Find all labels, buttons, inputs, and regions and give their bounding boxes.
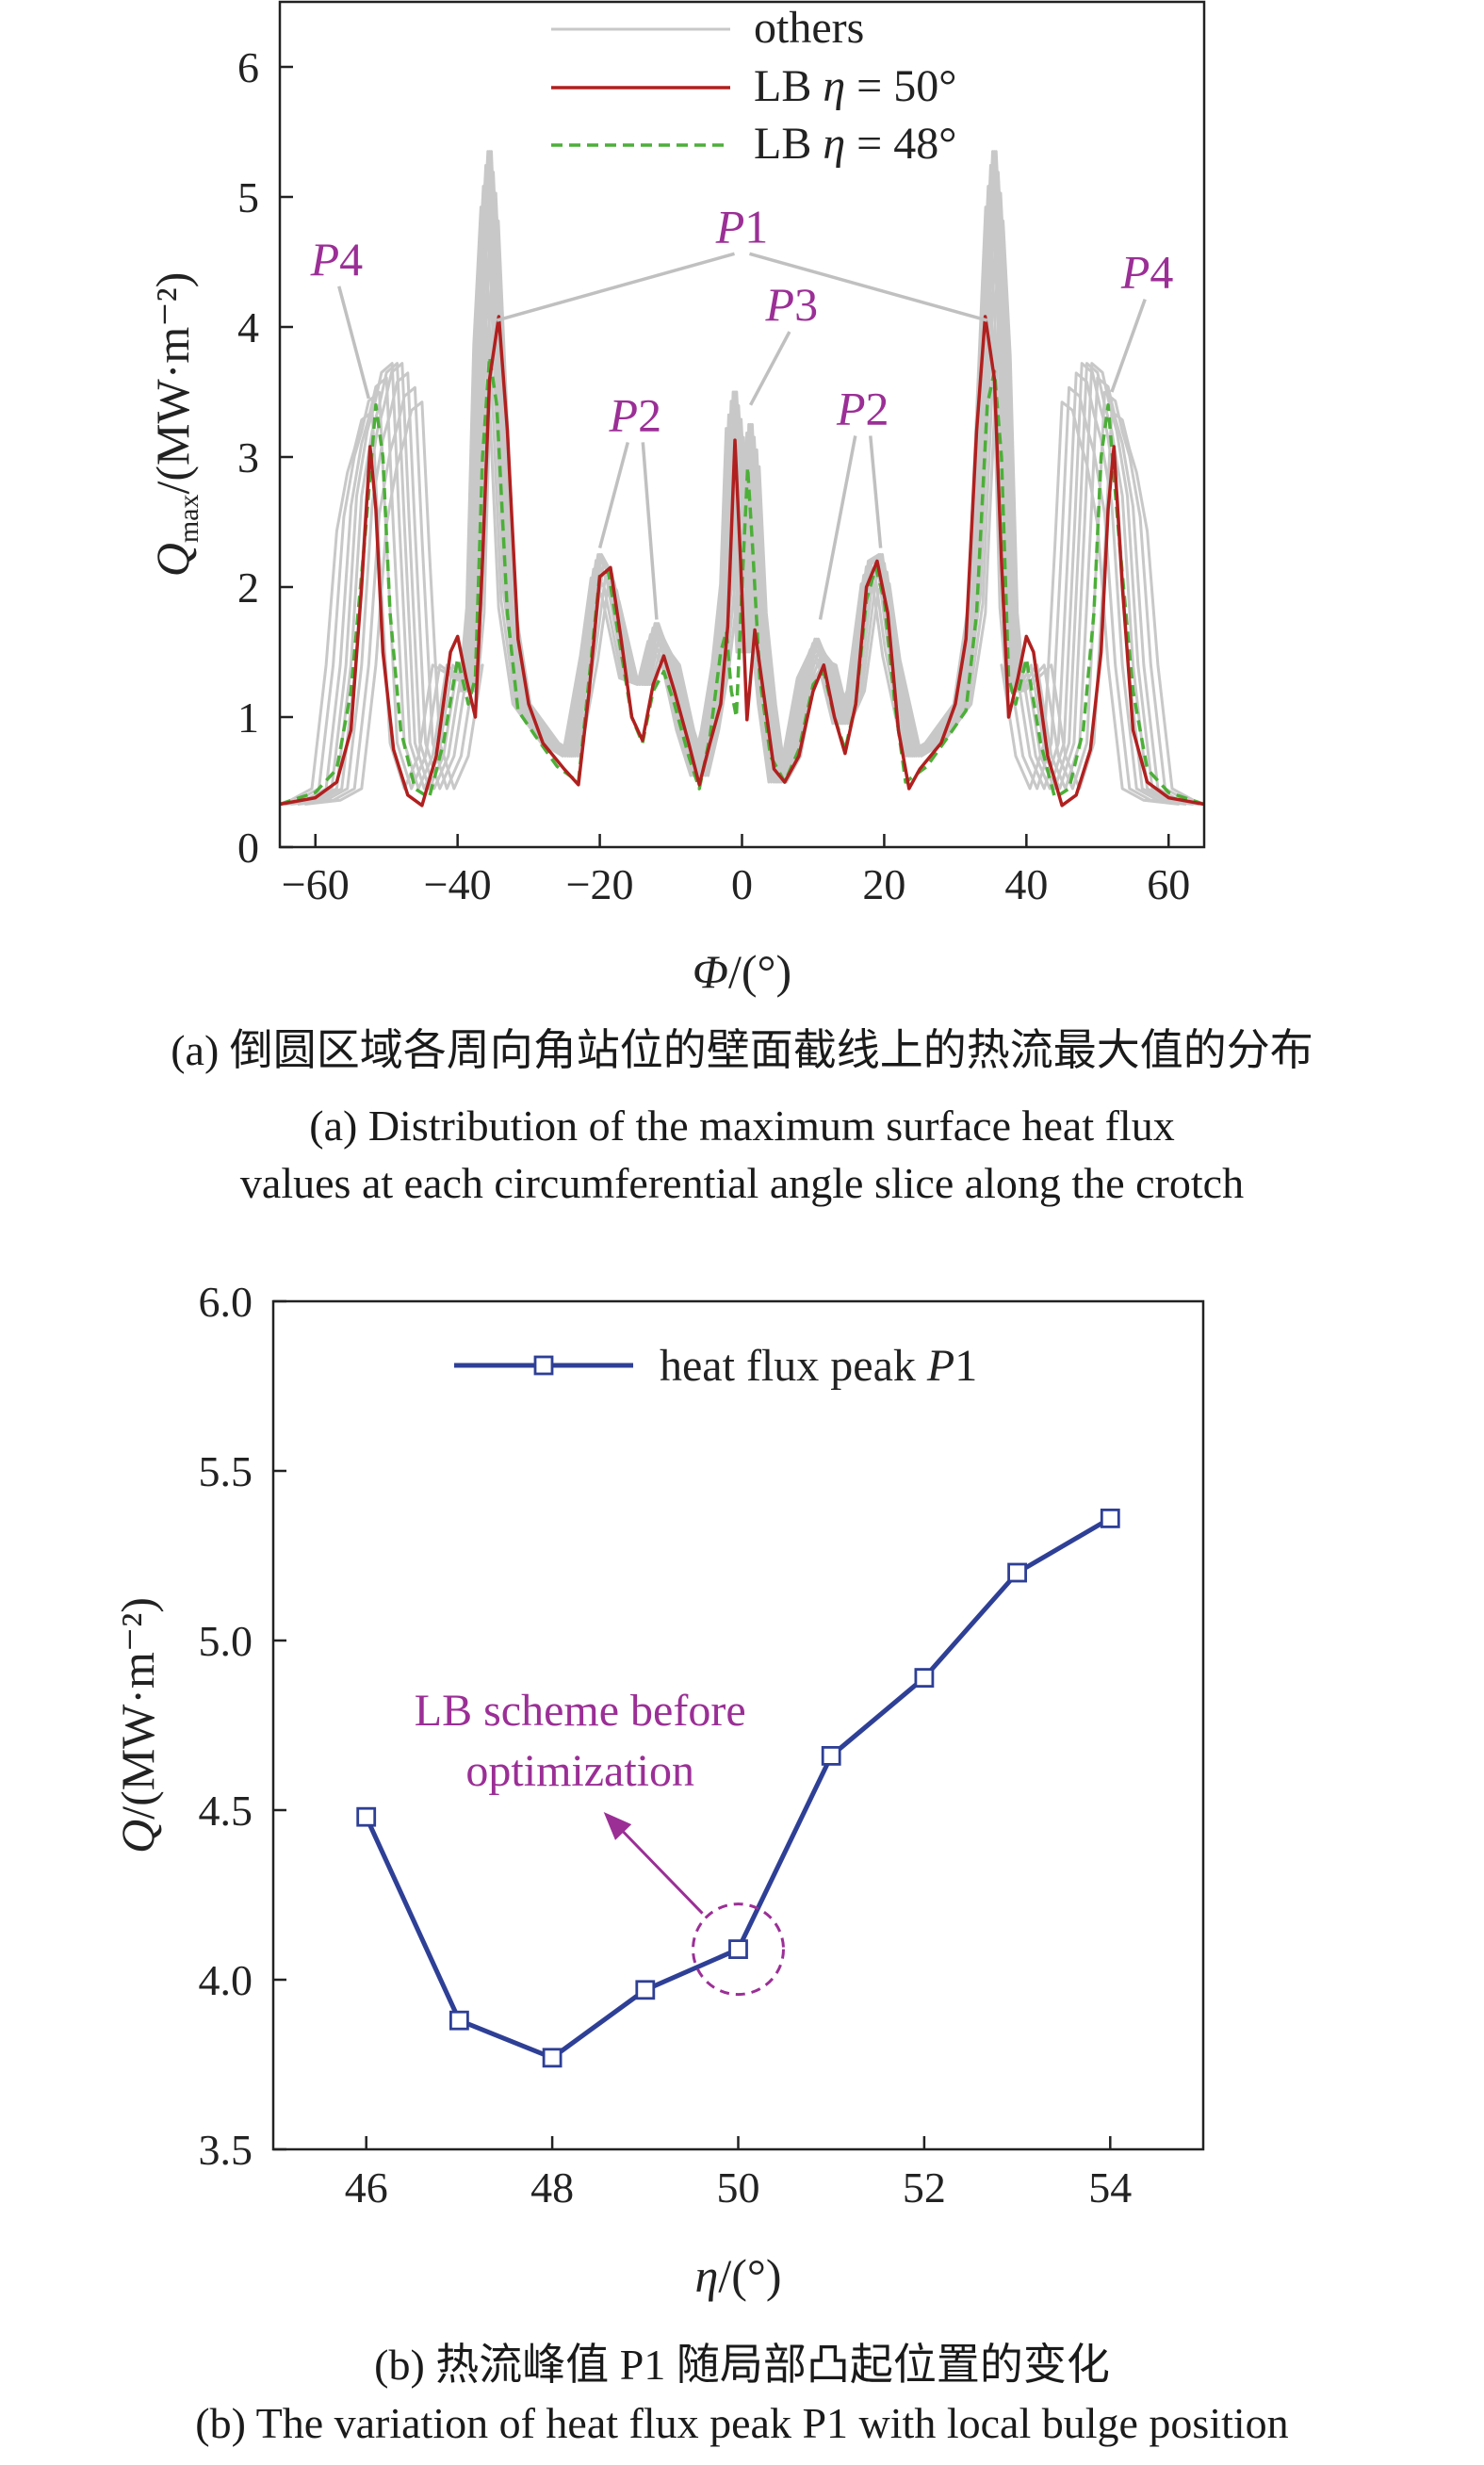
annotation-leader-line bbox=[337, 286, 371, 400]
x-tick-label: −20 bbox=[566, 860, 634, 908]
caption-a-english-line1: (a) Distribution of the maximum surface … bbox=[309, 1102, 1175, 1150]
legend-marker bbox=[533, 1355, 554, 1376]
y-tick-label: 4.0 bbox=[199, 1956, 253, 2004]
y-axis-label: Qmax/(MW·m⁻²) bbox=[146, 272, 204, 578]
annotation-label-p4: P4 bbox=[1120, 246, 1174, 299]
y-tick-label: 1 bbox=[237, 694, 259, 742]
y-axis-label: Q/(MW·m⁻²) bbox=[111, 1597, 164, 1853]
caption-a-english-line2: values at each circumferential angle sli… bbox=[239, 1159, 1245, 1207]
heat-flux-distribution-chart: P4 P1 P3 P2 P2 P4 −60 −40 −20 0 20 40 60 0 1 2 3 4 5 6 Φ/(°)… bbox=[146, 0, 1206, 998]
x-tick-label: 48 bbox=[530, 2163, 574, 2212]
x-axis-label: Φ/(°) bbox=[693, 945, 791, 998]
legend-label-lb-50: LB η = 50° bbox=[754, 61, 956, 111]
annotation-leader-line bbox=[641, 442, 659, 620]
annotations-a: P4 P1 P3 P2 P2 P4 bbox=[310, 200, 1174, 620]
caption-b-chinese: (b) 热流峰值 P1 随局部凸起位置的变化 bbox=[374, 2341, 1110, 2389]
data-point-marker bbox=[448, 2010, 469, 2031]
y-tick-label: 5 bbox=[237, 173, 259, 221]
annotation-text-line1: LB scheme before bbox=[415, 1686, 746, 1736]
annotation-leader-line bbox=[749, 252, 988, 322]
annotation-leader-line bbox=[818, 435, 857, 620]
x-tick-label: 52 bbox=[903, 2163, 946, 2212]
y-tick-label: 4.5 bbox=[199, 1787, 253, 1835]
x-tick-label: 40 bbox=[1004, 860, 1048, 908]
legend-a: others LB η = 50° LB η = 48° bbox=[551, 3, 956, 169]
others-series-line bbox=[279, 150, 1205, 806]
axes-a: −60 −40 −20 0 20 40 60 0 1 2 3 4 5 6 Φ/(°) Qmax/(MW·m⁻²… bbox=[146, 0, 1206, 998]
y-tick-label: 6.0 bbox=[199, 1278, 253, 1326]
others-series-line bbox=[279, 191, 1205, 806]
x-tick-label: 60 bbox=[1147, 860, 1190, 908]
annotation-label-p2: P2 bbox=[609, 388, 662, 441]
y-tick-label: 4 bbox=[237, 303, 259, 351]
y-tick-label: 3 bbox=[237, 433, 259, 482]
lb-48-series-line bbox=[279, 354, 1205, 807]
y-tick-label: 5.5 bbox=[199, 1447, 253, 1495]
annotation-leader-line bbox=[869, 435, 883, 548]
x-tick-label: −60 bbox=[282, 860, 350, 908]
lb-50-series-line bbox=[279, 315, 1205, 808]
plot-area-b bbox=[356, 1508, 1120, 2068]
annotation-leader-line bbox=[1110, 299, 1147, 393]
others-series-line bbox=[279, 220, 1205, 806]
y-tick-label: 6 bbox=[237, 43, 259, 91]
annotation-text-line2: optimization bbox=[465, 1746, 694, 1796]
plot-area-a bbox=[279, 150, 1205, 808]
annotation-label-p3: P3 bbox=[765, 278, 819, 331]
data-point-marker bbox=[635, 1980, 656, 2000]
axes-b: 46 48 50 52 54 3.5 4.0 4.5 5.0 5.5 6.0 η/(°) Q/(MW·m… bbox=[111, 1278, 1205, 2302]
y-tick-label: 2 bbox=[237, 563, 259, 612]
x-tick-label: 54 bbox=[1088, 2163, 1132, 2212]
annotation-leader-line bbox=[597, 441, 629, 549]
data-point-marker bbox=[1007, 1562, 1027, 1583]
annotation-arrow-head bbox=[603, 1812, 632, 1840]
annotation-leader-line bbox=[749, 331, 791, 406]
legend-label-others: others bbox=[754, 3, 864, 53]
data-point-marker bbox=[1100, 1508, 1120, 1528]
x-tick-label: 46 bbox=[345, 2163, 388, 2212]
x-tick-label: −40 bbox=[424, 860, 492, 908]
annotation-label-p1: P1 bbox=[715, 200, 769, 253]
data-point-marker bbox=[728, 1939, 748, 1959]
chart-panel-a: P4 P1 P3 P2 P2 P4 −60 −40 −20 0 20 40 60 0 1 2 3 4 5 6 Φ/(°)… bbox=[0, 0, 1484, 1225]
data-point-marker bbox=[542, 2048, 563, 2068]
annotation-label-p4: P4 bbox=[310, 233, 364, 286]
legend-label-lb-48: LB η = 48° bbox=[754, 119, 956, 169]
chart-panel-b: 46 48 50 52 54 3.5 4.0 4.5 5.0 5.5 6.0 η/(°) Q/(MW·m… bbox=[0, 1225, 1484, 2465]
x-tick-label: 50 bbox=[717, 2163, 760, 2212]
caption-b-english: (b) The variation of heat flux peak P1 w… bbox=[195, 2399, 1289, 2447]
annotation-b: LB scheme before optimization bbox=[415, 1686, 785, 1997]
legend-label-heat-flux-peak: heat flux peak P1 bbox=[660, 1341, 977, 1391]
highlight-circle bbox=[692, 1902, 785, 1997]
x-tick-label: 0 bbox=[731, 860, 753, 908]
x-axis-label: η/(°) bbox=[695, 2249, 782, 2302]
y-tick-label: 5.0 bbox=[199, 1617, 253, 1665]
data-point-marker bbox=[914, 1668, 935, 1689]
data-point-marker bbox=[821, 1746, 841, 1766]
x-tick-label: 20 bbox=[862, 860, 905, 908]
y-tick-label: 0 bbox=[237, 824, 259, 872]
y-tick-label: 3.5 bbox=[199, 2126, 253, 2174]
annotation-leader-line bbox=[496, 252, 735, 322]
peak-variation-chart: 46 48 50 52 54 3.5 4.0 4.5 5.0 5.5 6.0 η/(°) Q/(MW·m… bbox=[111, 1278, 1205, 2302]
caption-a-chinese: (a) 倒圆区域各周向角站位的壁面截线上的热流最大值的分布 bbox=[171, 1026, 1313, 1074]
data-point-marker bbox=[356, 1806, 377, 1827]
legend-b: heat flux peak P1 bbox=[454, 1341, 977, 1391]
annotation-label-p2: P2 bbox=[836, 383, 889, 435]
annotation-arrow-line bbox=[615, 1823, 704, 1915]
